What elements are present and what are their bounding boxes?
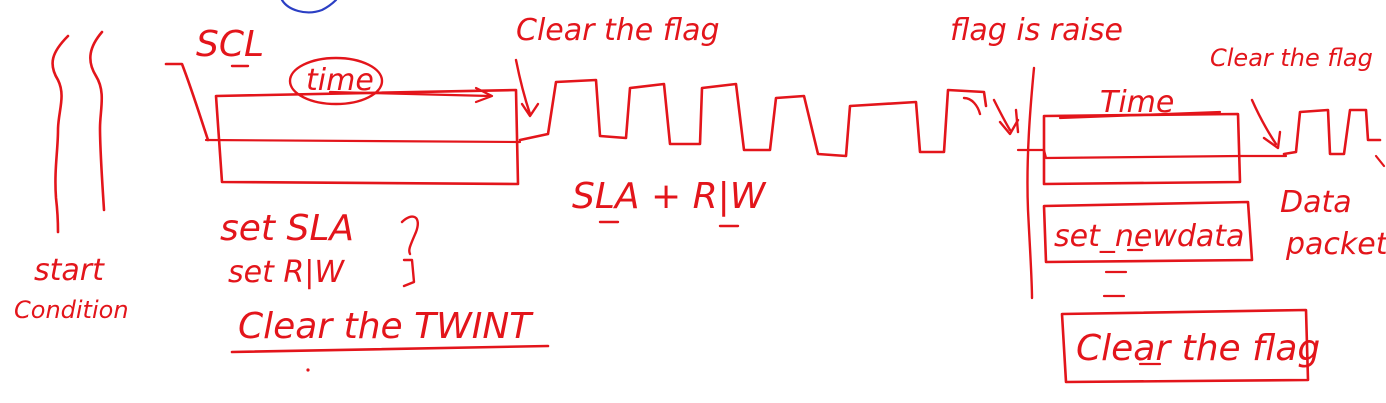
set-newdata-label: set_newdata	[1054, 219, 1244, 254]
clear-flag-box-label: Clear the flag	[1076, 328, 1320, 369]
set-sla-brace	[400, 215, 419, 256]
set-rw-label: set R|W	[228, 255, 345, 290]
scl-waveform-middle	[518, 78, 988, 158]
blue-arc-top	[280, 0, 338, 14]
data-phase-box	[1042, 112, 1242, 186]
clear-twint-underline	[230, 344, 550, 354]
flag-is-raise-label: flag is raise	[950, 13, 1123, 48]
sla-rw-label: SLA + R|W	[572, 176, 767, 217]
right-box-topline	[1058, 110, 1222, 120]
clear-flag-arrow	[514, 58, 540, 118]
set-rw-brace	[402, 258, 416, 288]
time-oval	[288, 56, 384, 106]
packet-label: packet	[1285, 227, 1386, 262]
clear-flag-box	[1060, 308, 1310, 384]
flag-raise-short-line	[1014, 108, 1020, 134]
data-label: Data	[1280, 185, 1352, 220]
address-phase-box	[214, 88, 520, 186]
start-squiggle-right	[89, 30, 106, 212]
set-sla-label: set SLA	[220, 208, 354, 249]
clear-the-flag-label: Clear the flag	[516, 13, 720, 48]
scl-label: SCL	[196, 24, 264, 65]
box-midline	[204, 138, 522, 144]
set-newdata-box	[1042, 200, 1254, 264]
clear-the-flag-right-label: Clear the flag	[1210, 44, 1373, 72]
dot-mark	[306, 368, 310, 372]
scl-waveform-right-end	[1374, 154, 1386, 168]
scl-waveform-tail	[962, 96, 982, 116]
flag-raise-arrow	[992, 98, 1020, 136]
clear-twint-label: Clear the TWINT	[238, 306, 534, 347]
time-right-label: Time	[1100, 85, 1174, 120]
scl-waveform-right	[1282, 108, 1382, 156]
start-label: start	[34, 253, 105, 288]
start-squiggle-left	[51, 34, 70, 234]
right-box-midline	[1016, 148, 1288, 160]
time-arrow	[328, 86, 494, 104]
condition-label: Condition	[14, 296, 129, 324]
scl-entry-line	[164, 62, 210, 142]
phase-separator	[1026, 66, 1036, 300]
clear-flag-right-arrow	[1250, 98, 1282, 150]
